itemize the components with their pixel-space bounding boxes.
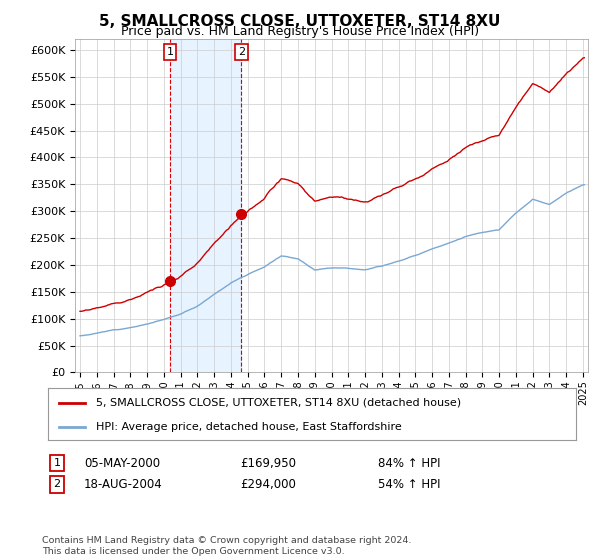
Text: Contains HM Land Registry data © Crown copyright and database right 2024.
This d: Contains HM Land Registry data © Crown c… (42, 536, 412, 556)
Text: £294,000: £294,000 (240, 478, 296, 491)
Text: 2: 2 (238, 47, 245, 57)
Text: £169,950: £169,950 (240, 456, 296, 470)
Text: 1: 1 (53, 458, 61, 468)
Text: 5, SMALLCROSS CLOSE, UTTOXETER, ST14 8XU: 5, SMALLCROSS CLOSE, UTTOXETER, ST14 8XU (100, 14, 500, 29)
Text: 2: 2 (53, 479, 61, 489)
Text: 84% ↑ HPI: 84% ↑ HPI (378, 456, 440, 470)
Text: 1: 1 (167, 47, 173, 57)
Text: HPI: Average price, detached house, East Staffordshire: HPI: Average price, detached house, East… (95, 422, 401, 432)
Text: 54% ↑ HPI: 54% ↑ HPI (378, 478, 440, 491)
Text: 18-AUG-2004: 18-AUG-2004 (84, 478, 163, 491)
Text: 5, SMALLCROSS CLOSE, UTTOXETER, ST14 8XU (detached house): 5, SMALLCROSS CLOSE, UTTOXETER, ST14 8XU… (95, 398, 461, 408)
Text: Price paid vs. HM Land Registry's House Price Index (HPI): Price paid vs. HM Land Registry's House … (121, 25, 479, 38)
Text: 05-MAY-2000: 05-MAY-2000 (84, 456, 160, 470)
Bar (170, 39, 241, 372)
